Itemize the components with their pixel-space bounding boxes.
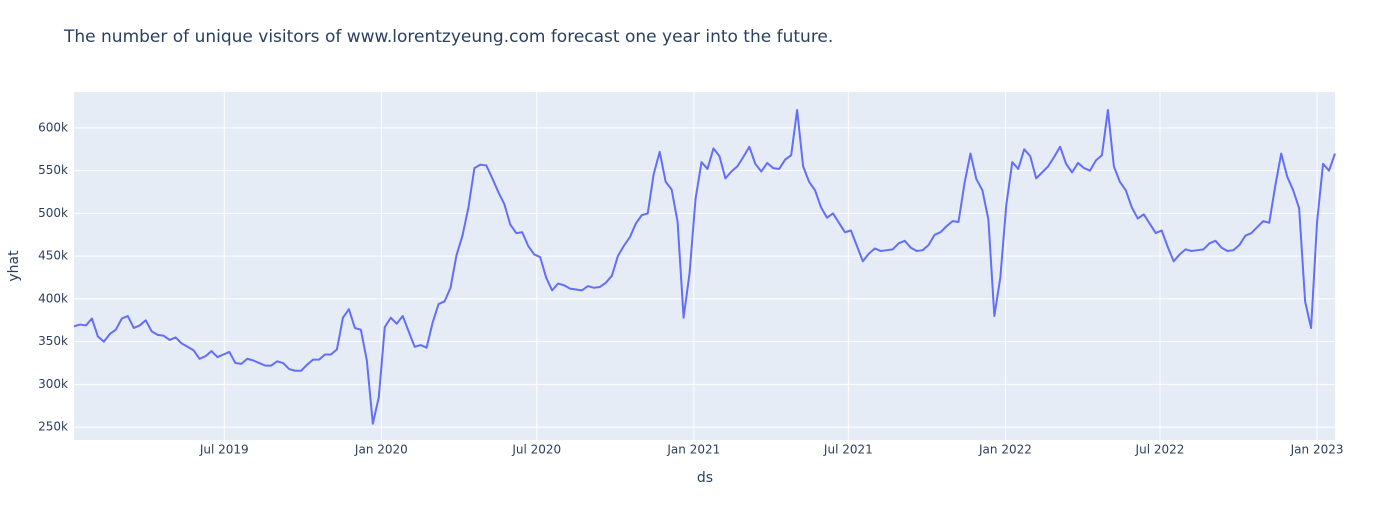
y-axis-title: yhat <box>6 250 22 282</box>
x-tick-label: Jul 2021 <box>823 443 873 457</box>
y-tick-label: 350k <box>38 334 68 348</box>
x-tick-label: Jan 2022 <box>978 443 1032 457</box>
y-tick-label: 500k <box>38 206 68 220</box>
x-tick-label: Jan 2023 <box>1290 443 1344 457</box>
x-tick-label: Jan 2021 <box>666 443 720 457</box>
x-tick-label: Jan 2020 <box>354 443 408 457</box>
chart-title: The number of unique visitors of www.lor… <box>63 27 833 47</box>
grid <box>74 92 1335 440</box>
x-tick-label: Jul 2020 <box>511 443 561 457</box>
y-tick-label: 400k <box>38 291 68 305</box>
y-tick-label: 600k <box>38 120 68 134</box>
x-tick-label: Jul 2019 <box>199 443 249 457</box>
x-tick-label: Jul 2022 <box>1135 443 1185 457</box>
y-tick-label: 250k <box>38 420 68 434</box>
y-tick-label: 300k <box>38 377 68 391</box>
plot-area <box>74 92 1335 440</box>
y-tick-label: 550k <box>38 163 68 177</box>
series-line <box>73 108 1336 425</box>
y-tick-label: 450k <box>38 249 68 263</box>
marks <box>73 108 1336 425</box>
x-axis-title: ds <box>697 470 713 486</box>
